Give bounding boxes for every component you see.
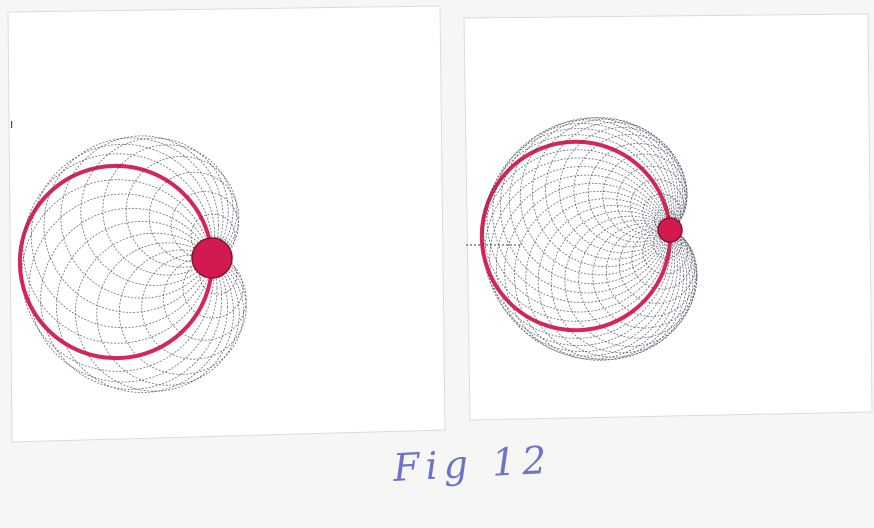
center-point	[657, 217, 683, 243]
construction-circle	[56, 221, 228, 393]
construction-circle	[550, 210, 694, 354]
construction-circle	[537, 204, 691, 358]
construction-circle	[509, 117, 676, 285]
center-point	[191, 237, 233, 279]
construction-circle	[43, 137, 219, 313]
figure-caption: Fig 12	[392, 437, 554, 490]
construction-circle	[602, 153, 688, 239]
right-drawing	[479, 117, 698, 361]
construction-circle	[492, 123, 673, 303]
construction-circle	[525, 198, 688, 361]
construction-circle	[545, 121, 683, 260]
construction-circle	[60, 135, 224, 299]
construction-circle	[80, 137, 229, 286]
construction-circle	[102, 144, 234, 276]
construction-circle	[199, 256, 238, 295]
construction-circle	[559, 127, 685, 253]
construction-circle	[40, 207, 223, 390]
construction-circle	[495, 174, 678, 357]
construction-circle	[118, 249, 245, 375]
construction-circle	[190, 213, 236, 259]
construction-circle	[162, 256, 247, 341]
construction-circle	[125, 155, 238, 268]
construction-circle	[75, 232, 234, 392]
construction-circle	[519, 117, 679, 276]
construction-circle	[96, 242, 240, 386]
left-drawing	[17, 135, 247, 393]
construction-circle	[532, 118, 681, 268]
construction-circle	[504, 183, 681, 360]
construction-circle	[28, 193, 218, 383]
construction-circle	[573, 134, 687, 248]
construction-circle	[578, 219, 697, 339]
construction-circle	[642, 228, 688, 275]
construction-circle	[514, 190, 684, 361]
construction-circle	[592, 223, 698, 329]
construction-circle	[616, 165, 687, 236]
construction-circle	[30, 143, 216, 329]
construction-circle	[630, 179, 685, 234]
page-mark: ı	[10, 117, 13, 131]
construction-circle	[619, 227, 696, 304]
construction-circle	[564, 215, 696, 347]
paper-sheet-left	[7, 5, 446, 443]
construction-circle	[499, 119, 674, 294]
construction-circle	[489, 166, 676, 352]
